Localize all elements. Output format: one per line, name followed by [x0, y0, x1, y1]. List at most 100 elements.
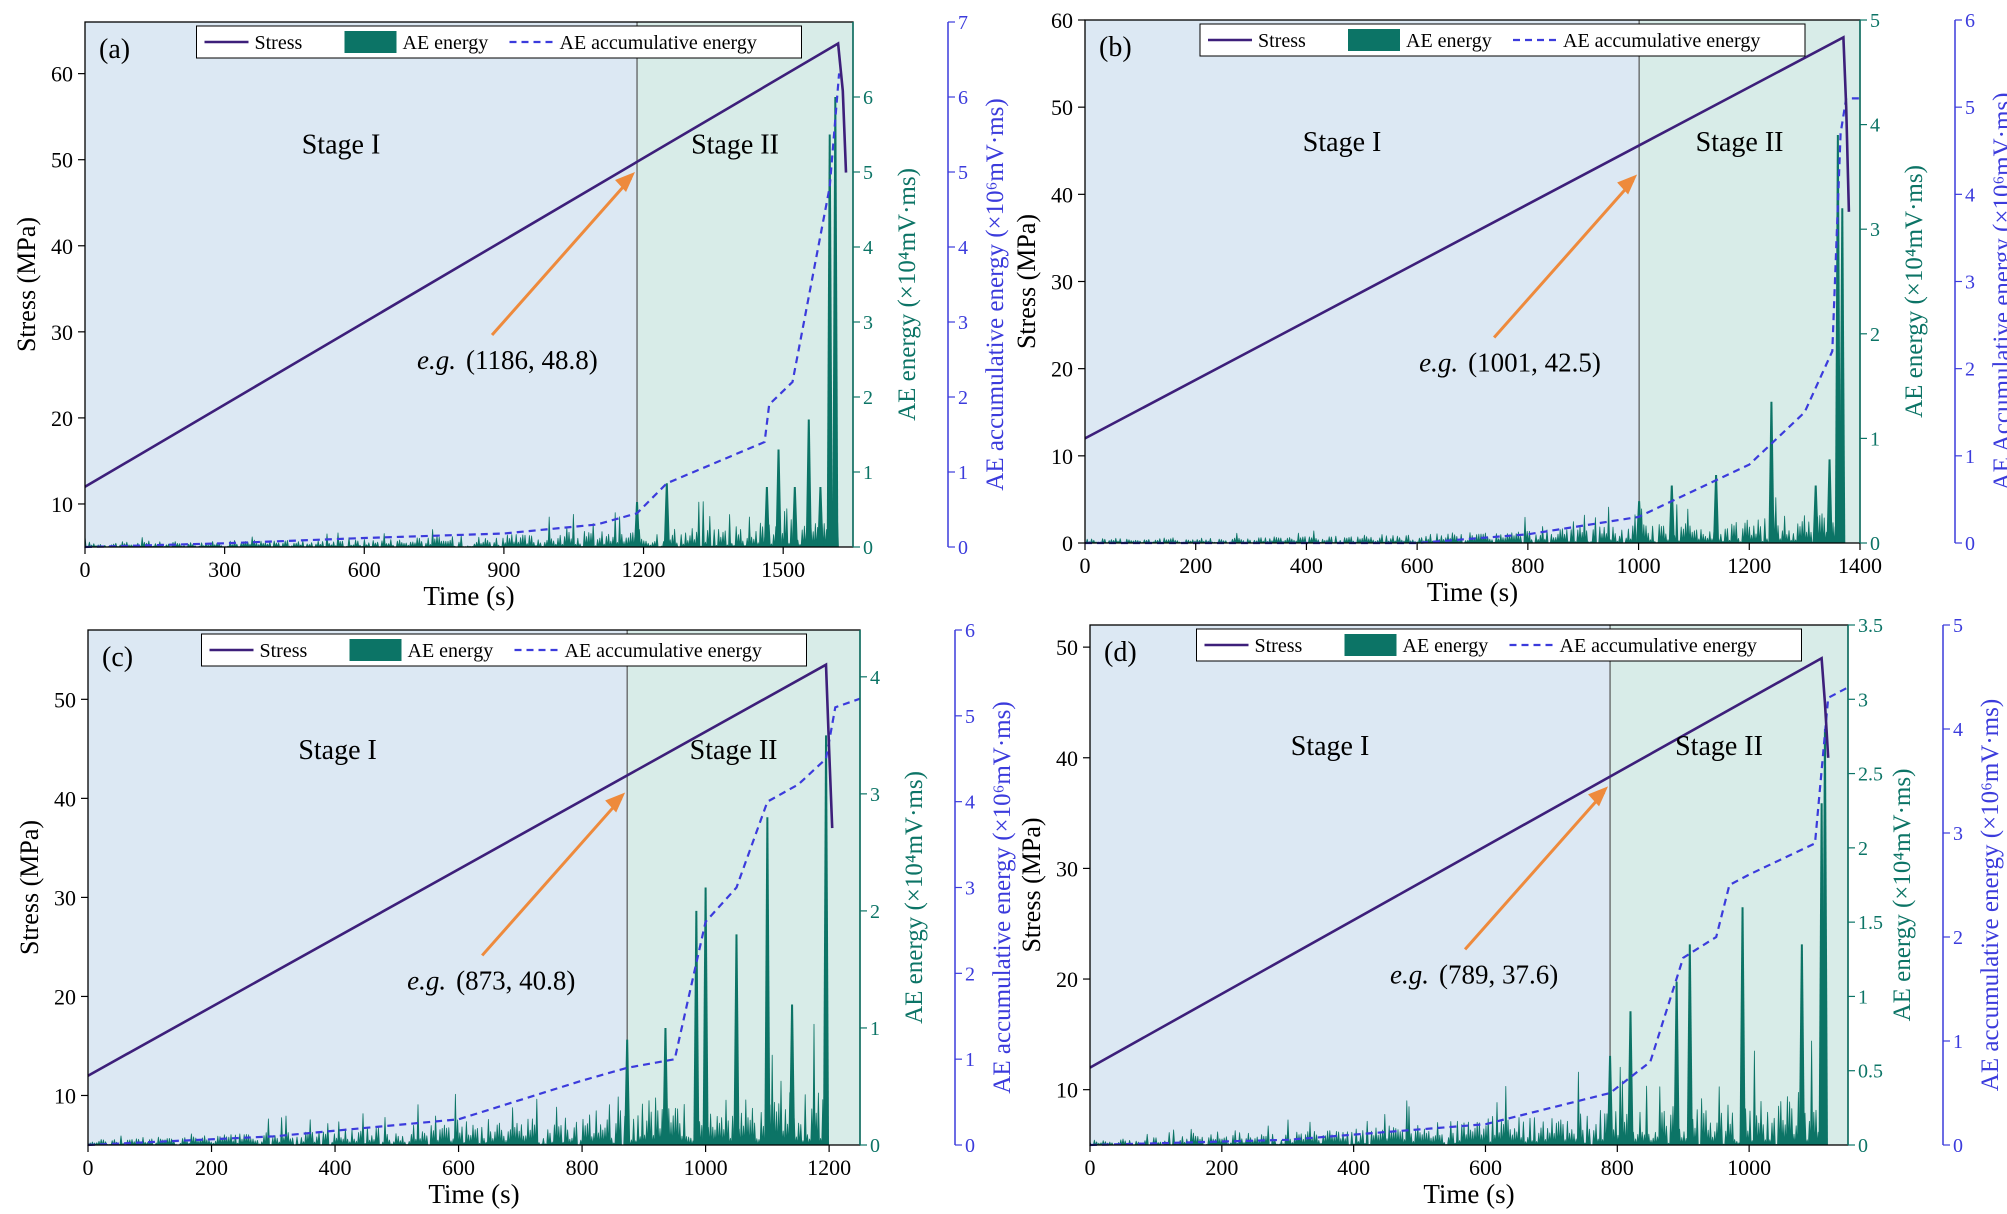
x-tick-label: 0 — [1080, 553, 1091, 578]
ae-accumulative-tick-label: 6 — [965, 620, 975, 642]
y-tick-label: 30 — [54, 885, 76, 910]
ae-energy-spike — [1821, 729, 1828, 1145]
ae-energy-tick-label: 2 — [863, 387, 873, 409]
stage-1-label: Stage I — [1291, 731, 1370, 762]
x-tick-label: 600 — [1401, 553, 1434, 578]
ae-energy-spike — [1798, 944, 1805, 1145]
stress-line — [1089, 656, 1830, 1069]
ae-energy-tick-label: 1 — [1870, 428, 1880, 450]
ae-accumulative-tick-label: 3 — [1953, 823, 1963, 845]
ae-accumulative-tick-label: 5 — [958, 162, 968, 184]
ae-accumulative-axis-label: AE Accumulative energy (×10⁶mV·ms) — [1989, 93, 2007, 491]
ae-energy-tick-label: 4 — [870, 667, 880, 689]
ae-energy-spike — [805, 419, 812, 547]
ae-energy-axis-label: AE energy (×10⁴mV·ms) — [894, 168, 921, 421]
stage-1-label: Stage I — [298, 735, 377, 766]
panel-label: (d) — [1104, 637, 1137, 668]
ae-energy-tick-label: 3 — [1870, 219, 1880, 241]
legend-ae-accumulative-label: AE accumulative energy — [1560, 635, 1757, 657]
ae-accumulative-tick-label: 2 — [1965, 359, 1975, 381]
ae-energy-spike — [1686, 944, 1693, 1145]
ae-energy-tick-label: 0 — [1858, 1135, 1868, 1157]
ae-energy-spike — [702, 887, 709, 1145]
ae-energy-spike — [662, 1027, 669, 1145]
y-tick-label: 20 — [1051, 357, 1073, 382]
legend-box — [1199, 23, 1806, 57]
ae-energy-tick-label: 6 — [863, 87, 873, 109]
annotation-arrowhead — [605, 792, 626, 813]
ae-energy-spike — [775, 449, 782, 547]
annotation-arrowhead — [1588, 786, 1609, 807]
x-tick-label: 800 — [1511, 553, 1544, 578]
y-tick-label: 40 — [1051, 182, 1073, 207]
ae-energy-tick-label: 3 — [863, 312, 873, 334]
ae-energy-spike — [763, 487, 770, 547]
x-tick-label: 600 — [348, 557, 381, 582]
stress-line — [84, 41, 848, 488]
ae-energy-tick-label: 4 — [1870, 115, 1880, 137]
y-tick-label: 40 — [51, 234, 73, 259]
y-tick-label: 20 — [51, 406, 73, 431]
stage-1-region — [1090, 625, 1611, 1145]
y-tick-label: 60 — [1051, 8, 1073, 33]
x-tick-label: 0 — [83, 1155, 94, 1180]
ae-accumulative-axis-label: AE accumulative energy (×10⁶mV·ms) — [982, 98, 1009, 490]
ae-energy-spike — [1713, 475, 1720, 543]
y-tick-label: 20 — [1056, 967, 1078, 992]
legend-ae-energy-swatch — [344, 31, 397, 53]
annotation-value: (789, 37.6) — [1439, 959, 1558, 989]
x-tick-label: 0 — [80, 557, 91, 582]
stress-line — [87, 662, 834, 1077]
ae-energy-tick-label: 1 — [1858, 986, 1868, 1008]
legend-ae-energy-swatch — [349, 639, 402, 661]
annotation-arrow — [490, 177, 633, 337]
y-tick-label: 30 — [51, 320, 73, 345]
y-tick-label: 10 — [51, 492, 73, 517]
ae-energy-tick-label: 5 — [863, 162, 873, 184]
ae-energy-spike — [1839, 208, 1846, 543]
ae-accumulative-tick-label: 0 — [1965, 533, 1975, 555]
ae-energy-spike — [823, 735, 830, 1145]
stage-1-region — [88, 630, 628, 1145]
y-tick-label: 50 — [1051, 95, 1073, 120]
y-tick-label: 10 — [1051, 444, 1073, 469]
annotation-text: e.g. (1186, 48.8) — [417, 345, 598, 375]
ae-energy-tick-label: 1 — [863, 462, 873, 484]
ae-energy-spike — [663, 483, 670, 547]
x-tick-label: 1000 — [684, 1155, 728, 1180]
legend: Stress AE energy AE accumulative energy — [1196, 628, 1802, 662]
ae-energy-axis-label: AE energy (×10⁴mV·ms) — [1889, 769, 1916, 1022]
annotation-prefix: e.g. — [407, 965, 446, 995]
ae-accumulative-tick-label: 4 — [1965, 184, 1975, 206]
legend-stress-label: Stress — [1255, 635, 1303, 657]
y-axis-label: Stress (MPa) — [15, 820, 44, 955]
ae-accumulative-tick-label: 3 — [1965, 272, 1975, 294]
ae-accumulative-tick-label: 1 — [958, 462, 968, 484]
legend-ae-accumulative-label: AE accumulative energy — [1563, 30, 1760, 52]
x-tick-label: 200 — [1179, 553, 1212, 578]
ae-energy-spike — [1739, 907, 1746, 1145]
ae-energy-spike — [1627, 1011, 1634, 1145]
ae-accumulative-tick-label: 7 — [958, 12, 968, 34]
y-axis-label: Stress (MPa) — [1017, 817, 1046, 952]
ae-energy-tick-label: 1.5 — [1858, 912, 1883, 934]
annotation-arrow — [1463, 791, 1606, 951]
y-tick-label: 60 — [51, 62, 73, 87]
ae-accumulative-tick-label: 4 — [1953, 719, 1963, 741]
y-tick-label: 10 — [54, 1083, 76, 1108]
ae-energy-tick-label: 2 — [1858, 838, 1868, 860]
stage-2-label: Stage II — [1675, 731, 1763, 762]
x-axis-label: Time (s) — [423, 581, 514, 611]
ae-accumulative-tick-label: 2 — [965, 963, 975, 985]
ae-energy-tick-label: 2.5 — [1858, 764, 1883, 786]
x-tick-label: 1000 — [1617, 553, 1661, 578]
legend: Stress AE energy AE accumulative energy — [196, 25, 802, 59]
y-tick-label: 0 — [1062, 531, 1073, 556]
annotation-text: e.g. (873, 40.8) — [407, 965, 575, 995]
ae-energy-axis-label: AE energy (×10⁴mV·ms) — [1901, 165, 1928, 418]
y-tick-label: 30 — [1051, 270, 1073, 295]
annotation-value: (1001, 42.5) — [1468, 348, 1601, 378]
ae-accumulative-tick-label: 3 — [965, 878, 975, 900]
y-tick-label: 40 — [1056, 746, 1078, 771]
